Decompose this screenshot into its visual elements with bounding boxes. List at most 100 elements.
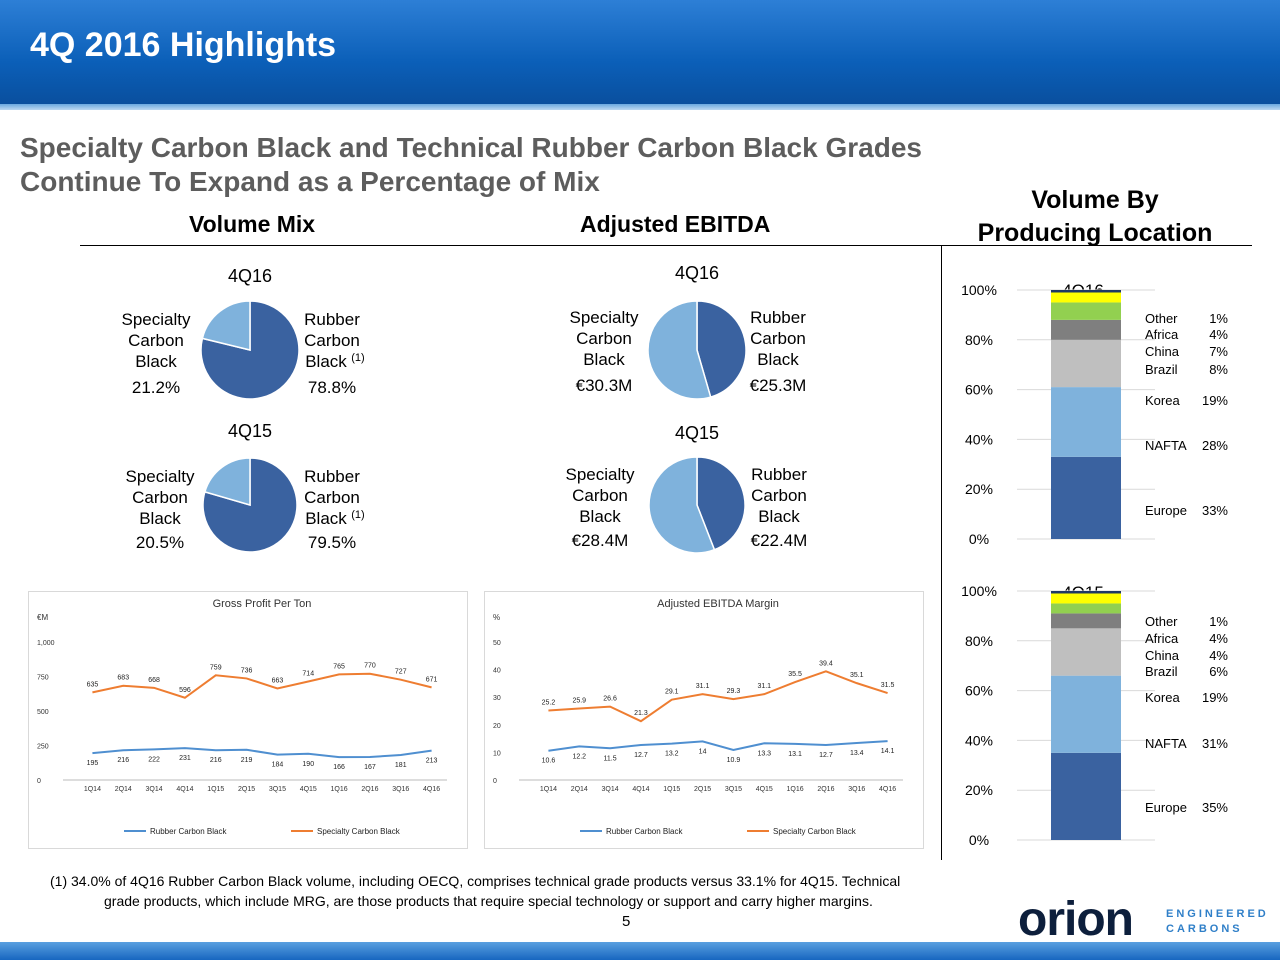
data-label: 25.9: [572, 698, 586, 705]
y-tick-label: 80%: [965, 633, 993, 649]
segment-value: 7%: [1209, 344, 1228, 359]
data-label: 10.9: [727, 757, 741, 764]
y-tick-label: 0: [37, 778, 41, 785]
data-label: 195: [87, 760, 99, 767]
x-tick-label: 1Q16: [787, 786, 804, 793]
pie-label-rubber: Carbon: [304, 488, 360, 507]
pie-label-rubber: Black: [757, 350, 799, 369]
header-bar: [0, 0, 1280, 104]
data-label: 31.5: [881, 682, 895, 689]
data-label: 31.1: [696, 683, 710, 690]
pie-period-label: 4Q16: [228, 266, 272, 286]
page-number: 5: [622, 913, 631, 930]
y-tick-label: 0%: [969, 832, 989, 848]
bar-segment-europe: [1051, 456, 1121, 539]
pie-slice-specialty: [648, 456, 716, 554]
bar-segment-china: [1051, 302, 1121, 320]
header-divider: [0, 104, 1280, 110]
segment-value: 28%: [1202, 438, 1228, 453]
volume-by-title-2: Producing Location: [977, 219, 1213, 247]
segment-name: Korea: [1145, 690, 1180, 705]
segment-value: 31%: [1202, 736, 1228, 751]
bar-segment-other: [1051, 290, 1121, 293]
pie-volume_mix_4q15: 4Q15 Rubber Carbon Black (1) 79.5% Specialty Ca…: [126, 421, 365, 553]
data-label: 219: [241, 757, 253, 764]
series-line-rubber: [548, 740, 888, 752]
data-label: 216: [117, 757, 129, 764]
logo-engineered: ENGINEERED: [1166, 908, 1269, 920]
data-label: 727: [395, 669, 407, 676]
footer-bar: [0, 942, 1280, 960]
pie-label-specialty: Black: [135, 352, 177, 371]
series-line-specialty: [92, 672, 432, 699]
pie-label-rubber: Carbon: [750, 329, 806, 348]
data-label: 29.3: [727, 688, 741, 695]
gross-profit-chart: Gross Profit Per Ton €M 0 250 500 750 1,000 1Q1…: [37, 598, 447, 836]
data-label: 31.1: [757, 683, 771, 690]
data-label: 736: [241, 667, 253, 674]
ebitda-margin-chart: Adjusted EBITDA Margin% 0 10 20 30 40 50 1Q14 2Q…: [493, 598, 903, 836]
pie-label-specialty: Specialty: [570, 308, 639, 327]
data-label: 14: [699, 748, 707, 755]
pie-value-rubber: 79.5%: [308, 533, 356, 552]
y-tick-label: 20%: [965, 481, 993, 497]
x-tick-label: 3Q15: [725, 786, 742, 793]
pie-label-rubber: Carbon: [304, 331, 360, 350]
data-label: 765: [333, 663, 345, 670]
y-tick-label: 60%: [965, 382, 993, 398]
bar-segment-korea: [1051, 339, 1121, 388]
ebitda-margin-chart-frame: Adjusted EBITDA Margin% 0 10 20 30 40 50 1Q14 2Q…: [484, 591, 924, 849]
data-label: 714: [302, 670, 314, 677]
line-chart-title: Adjusted EBITDA Margin: [657, 598, 779, 610]
data-label: 671: [426, 676, 438, 683]
data-label: 635: [87, 681, 99, 688]
y-tick-label: 100%: [961, 282, 997, 298]
y-tick-label: 80%: [965, 332, 993, 348]
pie-label-rubber: Rubber: [750, 308, 806, 327]
data-label: 231: [179, 755, 191, 762]
data-label: 166: [333, 764, 345, 771]
bar-segment-china: [1051, 603, 1121, 614]
segment-value: 19%: [1202, 690, 1228, 705]
footnote-line-1: (1) 34.0% of 4Q16 Rubber Carbon Black vo…: [50, 873, 901, 889]
x-tick-label: 2Q15: [694, 786, 711, 793]
legend-label: Specialty Carbon Black: [773, 827, 857, 836]
y-tick-label: 500: [37, 709, 49, 716]
data-label: 216: [210, 757, 222, 764]
y-tick-label: 50: [493, 640, 501, 647]
data-label: 11.5: [604, 755, 617, 762]
line-chart-title: Gross Profit Per Ton: [213, 598, 312, 610]
data-label: 190: [302, 761, 314, 768]
pie-period-label: 4Q16: [675, 263, 719, 283]
x-tick-label: 4Q14: [632, 786, 649, 793]
y-tick-label: 20%: [965, 782, 993, 798]
x-tick-label: 2Q14: [571, 786, 588, 793]
data-label: 668: [148, 677, 160, 684]
segment-name: Other: [1145, 614, 1178, 629]
pie-slice-specialty: [201, 300, 251, 351]
data-label: 29.1: [665, 689, 679, 696]
y-tick-label: 100%: [961, 583, 997, 599]
y-tick-label: 10: [493, 750, 501, 757]
x-tick-label: 4Q16: [423, 786, 440, 793]
logo-carbons: CARBONS: [1166, 923, 1243, 935]
pie-label-rubber: Rubber: [304, 467, 360, 486]
pie-label-rubber: Black: [758, 507, 800, 526]
segment-name: NAFTA: [1145, 736, 1187, 751]
bar-segment-brazil: [1051, 319, 1121, 340]
segment-value: 6%: [1209, 664, 1228, 679]
footnote-line-2: grade products, which include MRG, are t…: [104, 893, 873, 909]
data-label: 35.5: [788, 671, 802, 678]
series-line-rubber: [92, 747, 432, 759]
segment-name: Brazil: [1145, 362, 1178, 377]
bar-segment-africa: [1051, 292, 1121, 303]
gross-profit-chart-frame: Gross Profit Per Ton €M 0 250 500 750 1,000 1Q1…: [28, 591, 468, 849]
legend-label: Rubber Carbon Black: [606, 827, 683, 836]
pie-value-rubber: €25.3M: [750, 376, 807, 395]
y-tick-label: 0%: [969, 531, 989, 547]
x-tick-label: 3Q14: [146, 786, 163, 793]
x-tick-label: 4Q15: [756, 786, 773, 793]
volume-mix-title: Volume Mix: [189, 211, 316, 237]
stacked-bar-volume_by_location_4q15: 4Q150%20%40%60%80%100%Europe35%NAFTA31%K…: [961, 583, 1228, 848]
pie-slice-specialty: [647, 300, 712, 400]
